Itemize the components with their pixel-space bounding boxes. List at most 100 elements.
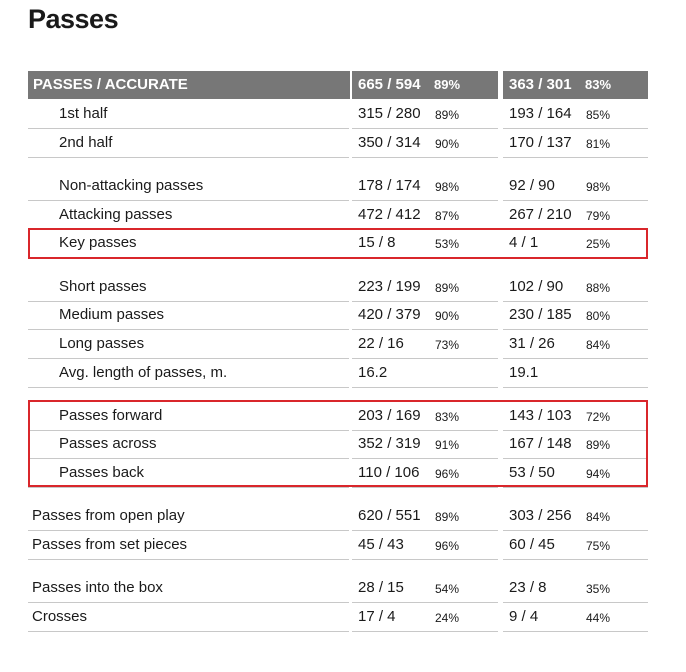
row-label: Passes forward	[59, 407, 163, 424]
team-a-pct: 90%	[435, 309, 460, 323]
row-label: Non-attacking passes	[59, 177, 204, 194]
team-a-pct: 96%	[435, 539, 460, 553]
team-a-value: 22 / 16	[358, 335, 404, 352]
row-label: Passes from open play	[32, 507, 185, 524]
team-b-value: 170 / 137	[509, 134, 572, 151]
row-label: Crosses	[32, 608, 88, 625]
team-a-value: 17 / 4	[358, 608, 396, 625]
team-a-value: 352 / 319	[358, 435, 421, 452]
team-b-value: 31 / 26	[509, 335, 555, 352]
row-label: Long passes	[59, 335, 145, 352]
team-b-value: 60 / 45	[509, 536, 555, 553]
team-b-pct: 35%	[586, 582, 611, 596]
row-label: 1st half	[59, 105, 108, 122]
table-row: Long passes 22 / 16 73% 31 / 26 84%	[28, 330, 648, 359]
team-b-pct: 25%	[586, 237, 611, 251]
team-a-pct: 83%	[435, 410, 460, 424]
table-row: Avg. length of passes, m. 16.2 19.1	[28, 359, 648, 388]
team-b-value: 303 / 256	[509, 507, 572, 524]
table-row: Non-attacking passes 178 / 174 98% 92 / …	[28, 172, 648, 201]
row-label: 2nd half	[59, 134, 113, 151]
team-a-value: 16.2	[358, 364, 388, 381]
team-b-value: 53 / 50	[509, 464, 555, 481]
header-team-b: 363 / 301 83%	[503, 71, 648, 99]
team-b-value: 9 / 4	[509, 608, 539, 625]
column-separator	[349, 99, 352, 632]
team-a-pct: 73%	[435, 338, 460, 352]
team-a-value: 420 / 379	[358, 306, 421, 323]
team-a-pct: 90%	[435, 137, 460, 151]
header-label: PASSES / ACCURATE	[28, 71, 350, 99]
team-b-value: 23 / 8	[509, 579, 547, 596]
header-team-a: 665 / 594 89%	[352, 71, 498, 99]
page-title: Passes	[28, 4, 119, 34]
header-team-a-pct: 89%	[434, 77, 461, 92]
row-label: Passes back	[59, 464, 145, 481]
team-a-pct: 87%	[435, 209, 460, 223]
team-b-pct: 75%	[586, 539, 611, 553]
row-label: Short passes	[59, 278, 147, 295]
team-b-pct: 79%	[586, 209, 611, 223]
table-row: Passes from open play 620 / 551 89% 303 …	[28, 502, 648, 531]
team-a-pct: 96%	[435, 467, 460, 481]
table-row: Medium passes 420 / 379 90% 230 / 185 80…	[28, 301, 648, 330]
team-a-value: 203 / 169	[358, 407, 421, 424]
team-a-pct: 54%	[435, 582, 460, 596]
table-row: Passes forward 203 / 169 83% 143 / 103 7…	[28, 402, 648, 431]
team-a-value: 28 / 15	[358, 579, 404, 596]
highlight-box-pass-direction	[28, 400, 648, 487]
team-b-value: 102 / 90	[509, 278, 564, 295]
header-team-b-pct: 83%	[585, 77, 612, 92]
highlight-box-key-passes	[28, 228, 648, 259]
row-label: Passes from set pieces	[32, 536, 188, 553]
row-label: Key passes	[59, 234, 137, 251]
team-a-pct: 91%	[435, 438, 460, 452]
table-row: Passes into the box 28 / 15 54% 23 / 8 3…	[28, 574, 648, 603]
team-b-value: 143 / 103	[509, 407, 572, 424]
team-b-pct: 80%	[586, 309, 611, 323]
row-label: Passes into the box	[32, 579, 163, 596]
header-team-b-value: 363 / 301	[509, 76, 572, 93]
team-a-value: 15 / 8	[358, 234, 396, 251]
team-b-pct: 44%	[586, 611, 611, 625]
table-row: Short passes 223 / 199 89% 102 / 90 88%	[28, 273, 648, 302]
team-b-pct: 84%	[586, 338, 611, 352]
team-b-value: 92 / 90	[509, 177, 555, 194]
team-a-value: 472 / 412	[358, 206, 421, 223]
row-label: Passes across	[59, 435, 157, 452]
table-row: Passes from set pieces 45 / 43 96% 60 / …	[28, 531, 648, 560]
team-b-value: 267 / 210	[509, 206, 572, 223]
team-b-pct: 89%	[586, 438, 611, 452]
team-b-pct: 72%	[586, 410, 611, 424]
team-a-value: 178 / 174	[358, 177, 421, 194]
team-b-value: 167 / 148	[509, 435, 572, 452]
table-row: Passes across 352 / 319 91% 167 / 148 89…	[28, 430, 648, 459]
team-a-pct: 89%	[435, 281, 460, 295]
team-b-value: 230 / 185	[509, 306, 572, 323]
team-b-pct: 81%	[586, 137, 611, 151]
team-b-pct: 84%	[586, 510, 611, 524]
team-a-pct: 53%	[435, 237, 460, 251]
table-row: Crosses 17 / 4 24% 9 / 4 44%	[28, 603, 648, 632]
team-b-value: 193 / 164	[509, 105, 572, 122]
team-a-value: 223 / 199	[358, 278, 421, 295]
team-a-pct: 24%	[435, 611, 460, 625]
row-label: Medium passes	[59, 306, 165, 323]
row-label: Attacking passes	[59, 206, 173, 223]
team-b-pct: 85%	[586, 108, 611, 122]
header-team-a-value: 665 / 594	[358, 76, 421, 93]
table-row: Attacking passes 472 / 412 87% 267 / 210…	[28, 201, 648, 230]
table-row: Passes back 110 / 106 96% 53 / 50 94%	[28, 459, 648, 488]
team-b-value: 19.1	[509, 364, 539, 381]
team-b-pct: 94%	[586, 467, 611, 481]
team-a-value: 45 / 43	[358, 536, 404, 553]
table-row: 1st half 315 / 280 89% 193 / 164 85%	[28, 100, 648, 129]
team-a-value: 350 / 314	[358, 134, 421, 151]
team-b-value: 4 / 1	[509, 234, 539, 251]
row-label: Avg. length of passes, m.	[59, 364, 228, 381]
table-row: 2nd half 350 / 314 90% 170 / 137 81%	[28, 129, 648, 158]
team-a-value: 315 / 280	[358, 105, 421, 122]
team-a-value: 620 / 551	[358, 507, 421, 524]
team-a-pct: 89%	[435, 108, 460, 122]
team-a-value: 110 / 106	[358, 464, 420, 481]
